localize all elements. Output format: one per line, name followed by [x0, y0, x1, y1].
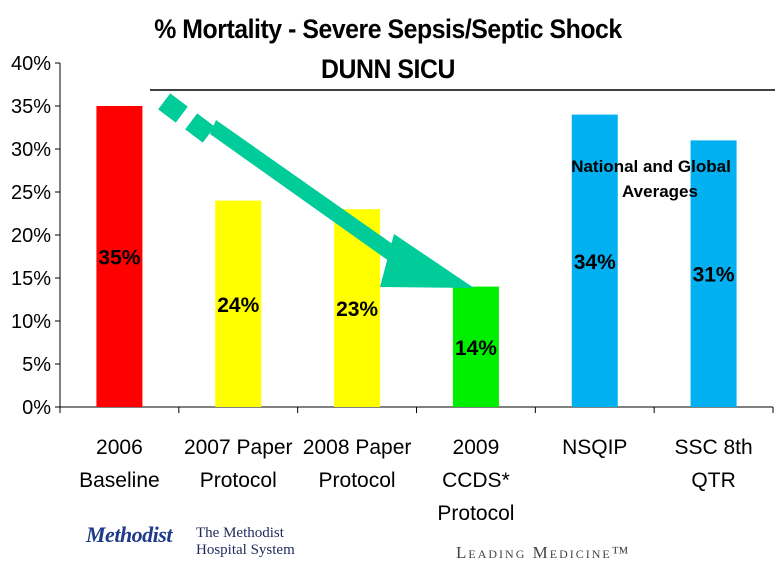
bar	[571, 114, 618, 407]
x-tick-label: Protocol	[200, 469, 277, 492]
x-tick-label: QTR	[691, 469, 735, 492]
x-tick-label: SSC 8th	[674, 436, 752, 459]
data-label: 35%	[98, 247, 140, 270]
x-tick-label: Baseline	[79, 469, 160, 492]
x-tick-label: Protocol	[319, 469, 396, 492]
x-tick-label: 2008 Paper	[303, 436, 412, 459]
data-label: 23%	[336, 298, 378, 321]
x-tick-label: 2007 Paper	[184, 436, 293, 459]
y-tick-label: 5%	[22, 354, 51, 376]
trend-arrow-dash	[185, 113, 215, 143]
y-tick-label: 10%	[11, 311, 51, 333]
annotation-line-2: Averages	[622, 182, 698, 201]
y-tick-label: 0%	[22, 397, 51, 419]
trend-arrow-dash	[158, 93, 188, 123]
bar	[215, 200, 262, 407]
logo-text-line-1: The Methodist	[196, 525, 284, 541]
y-tick-label: 40%	[11, 53, 51, 75]
bar	[690, 140, 737, 407]
methodist-logo: Methodist	[86, 522, 172, 547]
trend-arrow-shaft	[210, 120, 411, 271]
data-label: 31%	[693, 264, 735, 287]
bar	[96, 106, 143, 407]
y-tick-label: 25%	[11, 182, 51, 204]
x-tick-label: CCDS*	[442, 469, 510, 492]
data-label: 14%	[455, 337, 497, 360]
y-tick-label: 20%	[11, 225, 51, 247]
x-tick-label: NSQIP	[562, 436, 627, 459]
y-tick-label: 15%	[11, 268, 51, 290]
data-label: 34%	[574, 251, 616, 274]
x-tick-label: Protocol	[437, 502, 514, 525]
y-tick-label: 35%	[11, 96, 51, 118]
trend-arrow-head	[380, 234, 474, 288]
chart-subtitle: DUNN SICU	[321, 54, 455, 84]
logo-text-line-2: Hospital System	[196, 542, 295, 558]
bar	[452, 286, 499, 407]
tagline: Leading Medicine™	[456, 543, 631, 562]
data-label: 24%	[217, 294, 259, 317]
y-tick-label: 30%	[11, 139, 51, 161]
x-tick-label: 2009	[453, 436, 500, 459]
x-tick-label: 2006	[96, 436, 143, 459]
chart-title: % Mortality - Severe Sepsis/Septic Shock	[154, 14, 622, 44]
annotation-line-1: National and Global	[571, 157, 731, 176]
